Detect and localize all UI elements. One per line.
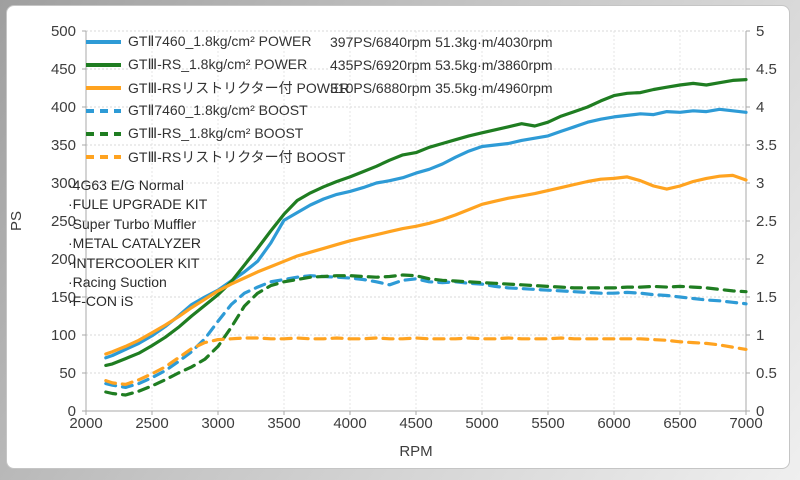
legend-swatch-gt3rs-boost [86, 131, 121, 136]
y-right-tick-label: 5 [756, 23, 764, 40]
mod-item-fuel-kit: ·FULE UPGRADE KIT [68, 196, 208, 213]
x-tick-label: 7000 [729, 415, 762, 432]
legend-item-gt3rs-boost: GTⅢ-RS_1.8kg/cm² BOOST [86, 122, 553, 145]
legend-label: GTⅢ-RSリストリクター付 BOOST [128, 148, 346, 165]
y-left-tick-label: 250 [51, 213, 76, 230]
series-line-5 [104, 336, 748, 386]
mod-item-catalyzer: ·METAL CATALYZER [68, 235, 202, 252]
y-right-tick-label: 4 [756, 99, 764, 116]
x-tick-label: 5500 [531, 415, 564, 432]
y-left-tick-label: 400 [51, 99, 76, 116]
x-tick-label: 2000 [69, 415, 102, 432]
legend-label: GTⅡ7460_1.8kg/cm² POWER [128, 33, 312, 49]
y-left-tick-label: 200 [51, 251, 76, 268]
series-line-0 [104, 107, 748, 360]
legend-item-gt3rs-restrictor-boost: GTⅢ-RSリストリクター付 BOOST [86, 145, 553, 168]
x-tick-label: 6000 [597, 415, 630, 432]
y-right-tick-label: 3 [756, 175, 764, 192]
mod-item-fcon: ·F-CON iS [68, 293, 134, 310]
legend-label: GTⅢ-RS_1.8kg/cm² POWER [128, 56, 308, 72]
legend-label: GTⅢ-RSリストリクター付 POWER [128, 79, 350, 96]
y-left-tick-label: 100 [51, 327, 76, 344]
series-line-1 [104, 77, 748, 367]
x-tick-label: 4500 [399, 415, 432, 432]
dyno-chart: 05010015020025030035040045050000.511.522… [8, 23, 777, 460]
legend-item-gt2-power: GTⅡ7460_1.8kg/cm² POWER 397PS/6840rpm 51… [86, 30, 553, 53]
y-right-tick-label: 4.5 [756, 61, 777, 78]
y-left-tick-label: 500 [51, 23, 76, 40]
y-left-tick-label: 450 [51, 61, 76, 78]
legend-label: GTⅢ-RS_1.8kg/cm² BOOST [128, 125, 304, 141]
y-right-tick-label: 3.5 [756, 137, 777, 154]
x-tick-label: 3500 [267, 415, 300, 432]
mod-item-intercooler: ·INTERCOOLER KIT [68, 254, 200, 271]
legend: GTⅡ7460_1.8kg/cm² POWER 397PS/6840rpm 51… [86, 30, 553, 168]
legend-item-gt3rs-power: GTⅢ-RS_1.8kg/cm² POWER 435PS/6920rpm 53.… [86, 53, 553, 76]
legend-label: GTⅡ7460_1.8kg/cm² BOOST [128, 102, 308, 118]
legend-swatch-gt2-power [86, 39, 121, 44]
x-tick-label: 5000 [465, 415, 498, 432]
legend-peak-stats: 310PS/6880rpm 35.5kg·m/4960rpm [330, 79, 553, 96]
legend-swatch-gt3rs-restrictor-boost [86, 154, 121, 159]
x-tick-label: 2500 [135, 415, 168, 432]
series-line-3 [104, 274, 748, 389]
legend-item-gt3rs-restrictor-power: GTⅢ-RSリストリクター付 POWER 310PS/6880rpm 35.5k… [86, 76, 553, 99]
legend-swatch-gt3rs-power [86, 62, 121, 67]
legend-swatch-gt3rs-restrictor-power [86, 85, 121, 90]
y-right-tick-label: 2.5 [756, 213, 777, 230]
y-right-tick-label: 0 [756, 403, 764, 420]
legend-swatch-gt2-boost [86, 108, 121, 113]
y-axis-label: PS [8, 211, 25, 231]
x-axis-label: RPM [399, 443, 432, 460]
series-line-2 [104, 173, 748, 356]
y-right-tick-label: 2 [756, 251, 764, 268]
y-left-tick-label: 150 [51, 289, 76, 306]
chart-panel: 0 50 100 150 200 250 300 350 400 450 500 0 0.5 1 1.5 2 2… [6, 5, 790, 469]
y-left-tick-label: 0 [68, 403, 76, 420]
y-right-tick-label: 1.5 [756, 289, 777, 306]
mod-item-suction: ·Racing Suction [68, 274, 167, 291]
x-tick-label: 3000 [201, 415, 234, 432]
legend-item-gt2-boost: GTⅡ7460_1.8kg/cm² BOOST [86, 99, 553, 122]
modifications-list: ·4G63 E/G Normal ·FULE UPGRADE KIT ·Supe… [68, 176, 207, 312]
legend-peak-stats: 397PS/6840rpm 51.3kg·m/4030rpm [330, 33, 553, 50]
mod-item-muffler: ·Super Turbo Muffler [68, 215, 197, 232]
y-left-tick-label: 350 [51, 137, 76, 154]
y-right-tick-label: 1 [756, 327, 764, 344]
y-right-tick-label: 0.5 [756, 365, 777, 382]
x-tick-label: 6500 [663, 415, 696, 432]
legend-peak-stats: 435PS/6920rpm 53.5kg·m/3860rpm [330, 56, 553, 73]
series-line-4 [104, 273, 748, 397]
y-left-tick-label: 300 [51, 175, 76, 192]
y-left-tick-label: 50 [59, 365, 76, 382]
mod-item-engine: ·4G63 E/G Normal [68, 177, 184, 193]
x-tick-label: 4000 [333, 415, 366, 432]
